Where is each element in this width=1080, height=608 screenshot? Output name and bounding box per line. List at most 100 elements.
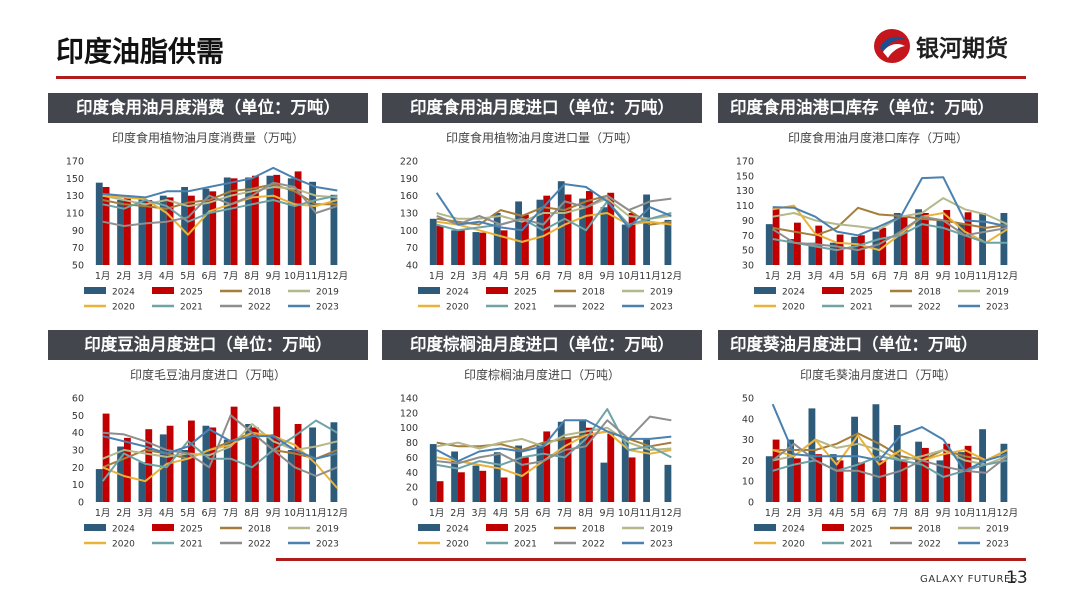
logo-text: 银河期货 bbox=[916, 36, 1008, 62]
y-tick-label: 100 bbox=[400, 423, 418, 434]
panel-header: 印度葵油月度进口（单位：万吨） bbox=[718, 330, 1038, 360]
bar-2025 bbox=[230, 406, 238, 502]
line-2018 bbox=[436, 194, 672, 226]
x-tick-label: 11月 bbox=[639, 508, 661, 519]
chart-title: 印度食用植物油月度消费量（万吨） bbox=[112, 130, 304, 145]
line-2021 bbox=[101, 419, 338, 482]
bar-2025 bbox=[772, 207, 780, 265]
panel-imports: 印度食用油月度进口（单位：万吨） 印度食用植物油月度进口量（万吨） 40 70 100… bbox=[382, 93, 702, 329]
bar-2024 bbox=[266, 434, 274, 502]
bar-2025 bbox=[436, 225, 444, 265]
y-tick-label: 30 bbox=[72, 446, 84, 457]
bar-2025 bbox=[628, 213, 636, 265]
chart-consumption: 印度食用植物油月度消费量（万吨） 50 70 90 110 130 150 170 1月 2月 3月… bbox=[66, 130, 348, 313]
bar-2025 bbox=[522, 214, 529, 265]
y-tick-label: 140 bbox=[400, 394, 418, 405]
y-tick-label: 110 bbox=[66, 209, 84, 220]
chart-palmoil: 印度棕榈油月度进口（万吨） 0 20 40 60 80 100 120 140 1月 2月 3月 4月 5… bbox=[400, 367, 682, 550]
chart-title: 印度食用植物油月度进口量（万吨） bbox=[446, 130, 638, 145]
legend-label-2023: 2023 bbox=[986, 303, 1009, 313]
x-tick-label: 10月 bbox=[954, 271, 976, 282]
legend-label-2021: 2021 bbox=[514, 303, 537, 313]
legend-label-2020: 2020 bbox=[782, 303, 805, 313]
bar-2024 bbox=[936, 220, 944, 265]
line-2023 bbox=[435, 183, 672, 232]
panel-soyoil: 印度豆油月度进口（单位：万吨） 印度毛豆油月度进口（万吨） 0 10 20 30 40 50… bbox=[48, 330, 368, 566]
legend-label-2020: 2020 bbox=[112, 540, 135, 550]
y-tick-label: 70 bbox=[406, 243, 418, 254]
bar-2024 bbox=[95, 469, 103, 502]
legend-label-2025: 2025 bbox=[850, 288, 873, 298]
line-2020 bbox=[772, 204, 1008, 252]
x-tick-label: 6月 bbox=[872, 271, 888, 282]
x-tick-label: 3月 bbox=[138, 271, 154, 282]
x-tick-label: 6月 bbox=[202, 271, 218, 282]
x-tick-label: 12月 bbox=[327, 508, 349, 519]
bar-2024 bbox=[557, 421, 565, 502]
panel-header: 印度棕榈油月度进口（单位：万吨） bbox=[382, 330, 702, 360]
y-tick-label: 70 bbox=[72, 243, 84, 254]
legend-label-2019: 2019 bbox=[650, 525, 673, 535]
y-tick-label: 100 bbox=[400, 226, 418, 237]
galaxy-logo-icon bbox=[874, 29, 910, 63]
bar-2025 bbox=[564, 194, 572, 265]
bar-2025 bbox=[209, 191, 217, 265]
page-number: 13 bbox=[1006, 568, 1028, 588]
y-tick-label: 120 bbox=[400, 408, 418, 419]
x-tick-label: 4月 bbox=[159, 508, 175, 519]
x-tick-label: 10月 bbox=[284, 271, 306, 282]
x-tick-label: 8月 bbox=[914, 508, 930, 519]
x-tick-label: 1月 bbox=[95, 271, 111, 282]
bar-2024 bbox=[829, 242, 837, 265]
bar-2024 bbox=[429, 218, 437, 265]
line-2018 bbox=[772, 206, 1008, 237]
company-logo: 银河期货 bbox=[872, 26, 1032, 66]
bar-2024 bbox=[829, 454, 837, 502]
x-tick-label: 7月 bbox=[223, 271, 239, 282]
bar-2024 bbox=[472, 232, 480, 265]
line-2019 bbox=[436, 426, 672, 451]
y-tick-label: 40 bbox=[406, 261, 418, 272]
bar-2025 bbox=[858, 462, 865, 502]
x-tick-label: 5月 bbox=[180, 508, 196, 519]
chart-imports: 印度食用植物油月度进口量（万吨） 40 70 100 130 160 190 220 1月 2月 3… bbox=[400, 130, 682, 313]
line-2022 bbox=[772, 442, 1008, 478]
bar-2024 bbox=[893, 213, 901, 265]
legend-label-2025: 2025 bbox=[180, 288, 203, 298]
bar-2024 bbox=[621, 224, 629, 265]
legend-swatch-2024 bbox=[418, 524, 440, 531]
x-tick-label: 9月 bbox=[600, 508, 616, 519]
bar-2025 bbox=[166, 197, 174, 265]
x-tick-label: 10月 bbox=[618, 508, 640, 519]
bar-2024 bbox=[287, 450, 295, 502]
legend-swatch-2024 bbox=[754, 524, 776, 531]
bar-2024 bbox=[536, 199, 544, 265]
bar-2025 bbox=[607, 433, 615, 502]
bar-2025 bbox=[252, 175, 259, 265]
x-tick-label: 11月 bbox=[639, 271, 661, 282]
bar-2025 bbox=[943, 443, 951, 502]
bar-2024 bbox=[600, 207, 608, 265]
x-tick-label: 1月 bbox=[95, 508, 111, 519]
bar-2024 bbox=[787, 439, 794, 502]
bar-2024 bbox=[643, 194, 650, 265]
x-tick-label: 7月 bbox=[223, 508, 239, 519]
bar-2024 bbox=[159, 434, 167, 502]
bar-2025 bbox=[964, 445, 972, 502]
chart-port-stocks: 印度食用油月度港口库存（万吨） 30 50 70 90 110 130 150 170 1月 2月 3… bbox=[736, 130, 1018, 313]
panel-consumption: 印度食用油月度消费（单位：万吨） 印度食用植物油月度消费量（万吨） 50 70 90 1… bbox=[48, 93, 368, 329]
bar-2024 bbox=[493, 452, 501, 502]
bar-2024 bbox=[451, 451, 458, 502]
bar-2025 bbox=[607, 192, 615, 265]
line-2022 bbox=[102, 181, 338, 227]
chart-title: 印度棕榈油月度进口（万吨） bbox=[464, 367, 620, 382]
bar-2025 bbox=[543, 195, 551, 265]
x-tick-label: 1月 bbox=[765, 271, 781, 282]
bar-2024 bbox=[557, 181, 565, 265]
bar-2024 bbox=[579, 198, 586, 265]
bar-2024 bbox=[936, 460, 944, 502]
bar-2024 bbox=[429, 444, 437, 502]
bar-2024 bbox=[117, 200, 124, 265]
bar-2024 bbox=[266, 175, 274, 265]
line-2022 bbox=[436, 194, 672, 226]
